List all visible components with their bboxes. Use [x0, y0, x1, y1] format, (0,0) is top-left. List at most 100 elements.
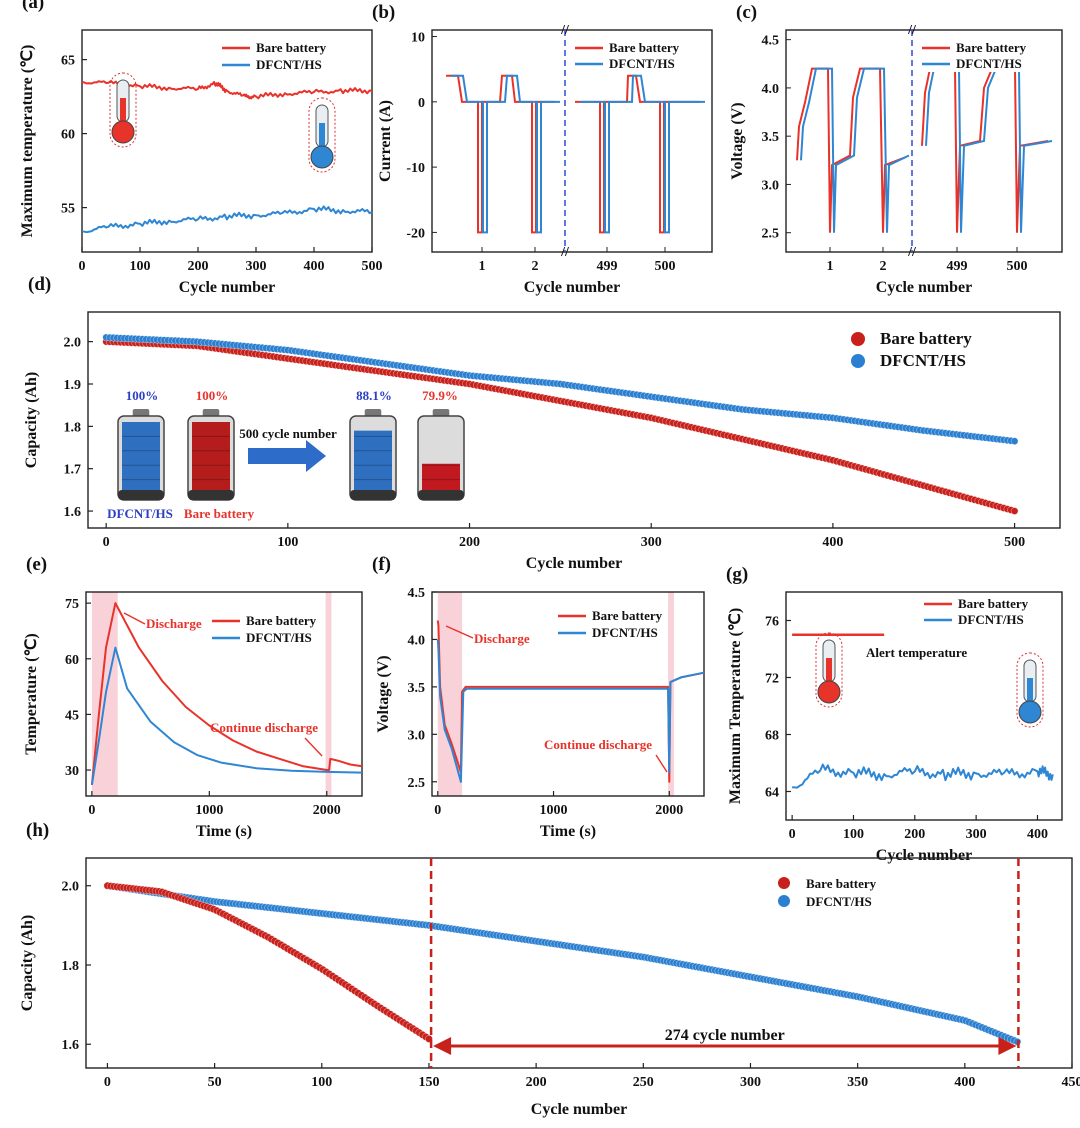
y-tick-label: 3.0: [762, 178, 780, 193]
thermometer-fill: [826, 658, 832, 684]
annotation-arrow: [655, 754, 668, 773]
x-tick-label: 0: [103, 535, 110, 550]
x-axis-label-b: Cycle number: [524, 279, 620, 296]
legend-label: DFCNT/HS: [880, 351, 966, 370]
y-tick-label: 3.5: [408, 681, 426, 696]
legend-label: DFCNT/HS: [958, 612, 1024, 627]
x-tick-label: 400: [304, 259, 325, 274]
thermometer-fill: [319, 123, 325, 149]
battery-base: [418, 490, 464, 500]
x-tick-label: 0: [88, 803, 95, 818]
thermometer-halo: [308, 97, 336, 173]
battery-cap: [202, 409, 220, 417]
x-tick-label: 400: [1027, 827, 1048, 842]
x-axis-label-e: Time (s): [196, 823, 252, 840]
plot-frame-g: [785, 591, 1063, 821]
x-tick-label: 100: [130, 259, 151, 274]
y-axis-label-a: Maximum temperature (℃): [19, 45, 36, 238]
annotation-arrow: [304, 737, 323, 757]
span-arrow-head-left: [433, 1037, 452, 1055]
x-tick-label: 50: [208, 1075, 222, 1090]
y-tick-label: 55: [61, 202, 75, 217]
y-tick-label: 30: [65, 764, 79, 779]
x-axis-label-d: Cycle number: [526, 555, 622, 572]
series-line-dfcnt: [451, 74, 560, 234]
annotation-arrow: [445, 625, 474, 639]
x-tick-label: 100: [843, 827, 864, 842]
battery-cap: [364, 409, 382, 417]
x-tick-label: 1000: [195, 803, 223, 818]
y-tick-label: 65: [61, 54, 75, 69]
x-tick-label: 0: [789, 827, 796, 842]
conversion-arrow-icon: [248, 440, 326, 472]
legend-label: Bare battery: [880, 329, 972, 348]
legend-background: [572, 36, 708, 72]
y-tick-label: 2.5: [762, 227, 780, 242]
panel-label-a: (a): [22, 0, 44, 13]
x-tick-label: 0: [104, 1075, 111, 1090]
x-tick-label: 0: [79, 259, 86, 274]
x-tick-label: 100: [311, 1075, 332, 1090]
plot-frame-a: [81, 29, 373, 253]
thermometer-bulb: [817, 680, 841, 704]
legend-label: DFCNT/HS: [609, 56, 675, 71]
conversion-arrow-label: 500 cycle number: [239, 426, 337, 441]
panel-label-d: (d): [28, 274, 51, 295]
x-tick-label: 200: [459, 535, 480, 550]
thermometer-bulb: [111, 120, 135, 144]
x-tick-label: 1: [479, 259, 486, 274]
battery-percent-label: 79.9%: [422, 388, 458, 403]
y-tick-label: 2.0: [64, 336, 82, 351]
battery-cap: [432, 409, 450, 417]
thermometer-cool-icon: [308, 97, 336, 173]
series-line-bare: [81, 80, 373, 100]
battery-caption: Bare battery: [184, 506, 255, 521]
x-tick-label: 200: [904, 827, 925, 842]
x-axis-label-g: Cycle number: [876, 847, 972, 864]
y-tick-label: 60: [65, 653, 79, 668]
alert-temperature-label: Alert temperature: [866, 645, 967, 660]
thermometer-hot-icon: [109, 72, 137, 148]
y-tick-label: 1.7: [64, 463, 82, 478]
x-tick-label: 300: [966, 827, 987, 842]
plot-frame-c: [785, 29, 1063, 253]
axis-break-mark: //: [907, 23, 917, 38]
x-tick-label: 500: [1007, 259, 1028, 274]
panel-label-c: (c): [736, 2, 757, 23]
series-line-bare: [796, 67, 906, 233]
y-tick-label: 0: [418, 96, 425, 111]
x-tick-label: 499: [947, 259, 968, 274]
x-tick-label: 150: [418, 1075, 439, 1090]
battery-bare-end-icon: [417, 409, 465, 501]
span-label: 274 cycle number: [665, 1027, 785, 1044]
battery-percent-label: 100%: [196, 388, 229, 403]
x-tick-label: 250: [633, 1075, 654, 1090]
y-axis-label-e: Temperature (℃): [23, 633, 40, 755]
series-line-dfcnt: [800, 67, 910, 233]
y-tick-label: 10: [411, 31, 425, 46]
y-tick-label: 45: [65, 708, 79, 723]
battery-dfcnt-end-icon: [349, 409, 397, 501]
y-tick-label: -10: [406, 161, 425, 176]
legend-marker: [778, 877, 790, 889]
x-tick-label: 2: [880, 259, 887, 274]
y-tick-label: -20: [406, 226, 425, 241]
battery-base: [118, 490, 164, 500]
x-tick-label: 0: [434, 803, 441, 818]
panel-label-e: (e): [26, 554, 47, 575]
y-tick-label: 1.8: [62, 959, 80, 974]
series-line-dfcnt: [81, 205, 373, 234]
legend-label: DFCNT/HS: [956, 56, 1022, 71]
battery-cap: [132, 409, 150, 417]
series-line-bare: [446, 74, 555, 234]
legend-label: Bare battery: [806, 876, 877, 891]
axis-break-mark: //: [560, 23, 570, 38]
span-arrow-head-right: [998, 1037, 1017, 1055]
legend-label: DFCNT/HS: [806, 894, 872, 909]
continue-discharge-shade: [325, 592, 332, 796]
x-tick-label: 500: [655, 259, 676, 274]
y-tick-label: 3.0: [408, 728, 426, 743]
y-tick-label: 1.6: [62, 1038, 80, 1053]
battery-percent-label: 100%: [126, 388, 159, 403]
thermometer-fill: [120, 98, 126, 124]
